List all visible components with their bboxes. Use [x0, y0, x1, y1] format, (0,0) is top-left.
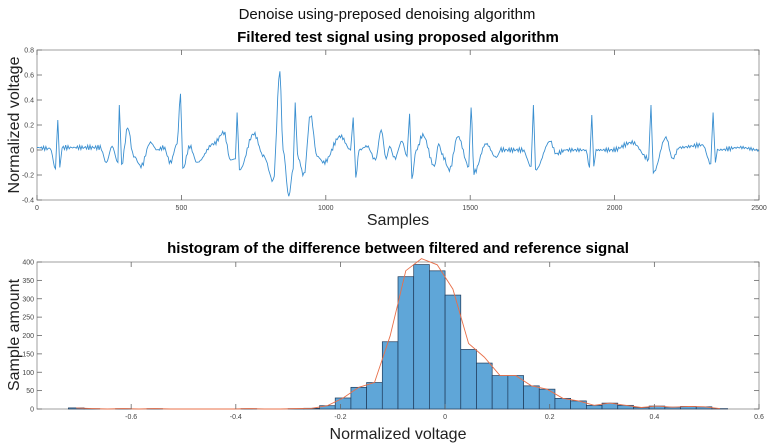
- histogram-xtick-label: -0.4: [230, 414, 242, 421]
- signal-plot-xlabel: Samples: [367, 212, 429, 229]
- histogram-bar: [476, 362, 493, 410]
- histogram-bar: [491, 375, 509, 410]
- signal-ytick-label: -0.4: [22, 198, 34, 205]
- signal-xtick-label: 500: [176, 205, 188, 212]
- histogram-plot-ylabel: Sample amount: [6, 278, 23, 391]
- histogram-curve: [76, 258, 720, 410]
- signal-plot-title: Filtered test signal using proposed algo…: [237, 29, 559, 46]
- signal-ytick-label: 0.4: [24, 98, 34, 105]
- histogram-xtick-label: 0.2: [545, 414, 555, 421]
- histogram-bar: [413, 264, 430, 410]
- histogram-plot: histogram of the difference between filt…: [6, 240, 764, 443]
- histogram-xtick-label: 0: [443, 414, 447, 421]
- signal-xtick-label: 2500: [751, 205, 767, 212]
- figure-suptitle: Denoise using-preposed denoising algorit…: [239, 6, 536, 23]
- histogram-ytick-label: 250: [22, 315, 34, 322]
- signal-plot-ylabel: Normalized voltage: [6, 56, 23, 193]
- signal-ytick-label: 0.2: [24, 123, 34, 130]
- histogram-bar: [554, 397, 572, 410]
- histogram-bar: [523, 385, 540, 410]
- signal-xtick-label: 1500: [462, 205, 478, 212]
- histogram-bar: [507, 375, 524, 410]
- signal-line: [36, 71, 760, 197]
- signal-ytick-label: 0.6: [24, 73, 34, 80]
- histogram-bar: [429, 270, 446, 410]
- histogram-plot-ticks: -0.6 -0.4 -0.2 0 0.2 0.4 0.6 0 50 100 150 200 250 300…: [22, 260, 764, 422]
- signal-plot-ticks: 0 500 1000 1500 2000 2500 -0.4 -0.2 0 0.2 0.4 0.6 0.…: [22, 48, 767, 213]
- histogram-bars: [68, 264, 728, 410]
- signal-ytick-label: 0.8: [24, 48, 34, 55]
- signal-xtick-label: 1000: [318, 205, 334, 212]
- histogram-bar: [444, 294, 462, 410]
- signal-plot: Filtered test signal using proposed algo…: [6, 29, 767, 229]
- histogram-plot-xlabel: Normalized voltage: [330, 426, 467, 443]
- histogram-ytick-label: 300: [22, 296, 34, 303]
- histogram-bar: [366, 382, 383, 410]
- histogram-ytick-label: 350: [22, 278, 34, 285]
- histogram-xtick-label: 0.6: [754, 414, 764, 421]
- histogram-bar: [585, 404, 603, 410]
- histogram-ytick-label: 50: [26, 388, 34, 395]
- histogram-ytick-label: 200: [22, 333, 34, 340]
- histogram-bar: [397, 276, 415, 410]
- histogram-xtick-label: 0.4: [649, 414, 659, 421]
- histogram-ytick-label: 0: [30, 407, 34, 414]
- histogram-plot-title: histogram of the difference between filt…: [167, 240, 629, 257]
- histogram-ytick-label: 100: [22, 370, 34, 377]
- signal-ytick-label: 0: [30, 148, 34, 155]
- signal-xtick-label: 2000: [607, 205, 623, 212]
- signal-xtick-label: 0: [35, 205, 39, 212]
- signal-ytick-label: -0.2: [22, 173, 34, 180]
- histogram-xtick-label: -0.2: [334, 414, 346, 421]
- histogram-ytick-label: 400: [22, 260, 34, 267]
- histogram-xtick-label: -0.6: [125, 414, 137, 421]
- histogram-bar: [460, 349, 477, 410]
- signal-plot-axes: [36, 49, 760, 201]
- histogram-bar: [334, 397, 352, 410]
- histogram-ytick-label: 150: [22, 351, 34, 358]
